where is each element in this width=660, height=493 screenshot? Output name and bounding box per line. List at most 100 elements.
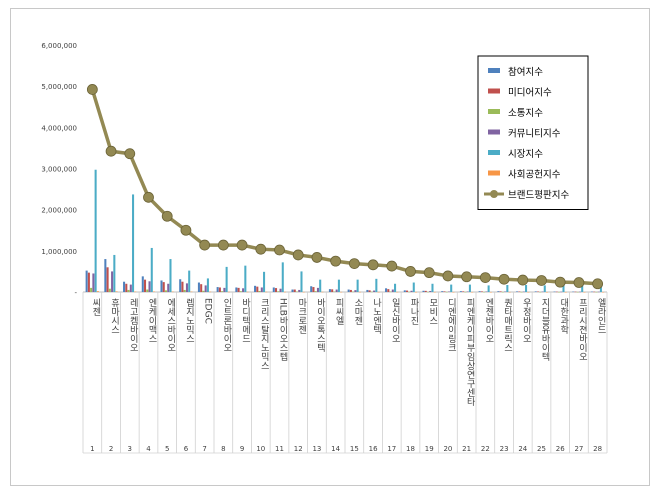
line-point: [554, 276, 566, 288]
bar: [466, 291, 469, 293]
bar: [106, 267, 109, 292]
bar: [602, 291, 605, 293]
line-point: [292, 249, 304, 261]
line-point: [573, 277, 585, 288]
bar: [387, 289, 390, 292]
category-label: 소마젠: [352, 298, 362, 325]
line-point: [274, 244, 285, 256]
bar: [352, 291, 355, 293]
bar: [235, 287, 238, 292]
bar: [483, 291, 486, 293]
category-label: EDGC: [203, 298, 213, 324]
bar: [340, 291, 343, 293]
bar: [356, 279, 359, 292]
bar: [216, 287, 219, 292]
bar: [572, 291, 575, 293]
bar: [447, 291, 450, 293]
bar: [202, 290, 205, 292]
bar: [129, 284, 132, 292]
bar: [534, 291, 537, 292]
bar: [125, 283, 128, 292]
category-label: 휴마시스: [109, 298, 119, 334]
bar: [162, 282, 165, 292]
bar: [225, 266, 228, 292]
category-label: 엘라인드: [596, 298, 606, 334]
bar: [314, 291, 317, 292]
bar: [260, 287, 263, 292]
bar: [516, 291, 519, 292]
rank-label: 7: [202, 445, 206, 453]
bar: [291, 289, 294, 292]
category-label: 피씨엘: [334, 298, 344, 325]
line-point: [442, 270, 454, 282]
legend-swatch: [488, 170, 500, 176]
category-label: 마크로젠: [296, 298, 306, 334]
bar: [246, 291, 249, 293]
y-tick-label: 2,000,000: [41, 207, 77, 215]
rank-label: 9: [240, 445, 244, 453]
bar: [394, 283, 397, 292]
bar: [218, 287, 221, 292]
line-point: [479, 272, 491, 283]
rank-label: 23: [500, 445, 509, 453]
bar: [242, 288, 245, 292]
bar: [480, 291, 483, 292]
rank-label: 2: [109, 445, 113, 453]
bar: [487, 285, 490, 292]
legend-label: 커뮤니티지수: [508, 129, 561, 140]
bar: [478, 291, 481, 292]
bar: [429, 290, 432, 292]
bar: [595, 291, 598, 293]
bar: [275, 288, 278, 292]
bar: [553, 291, 556, 293]
rank-label: 16: [369, 445, 378, 453]
y-tick-label: -: [74, 289, 77, 297]
category-label: 엔젠바이오: [483, 298, 493, 343]
category-label: 엔케이맥스: [147, 298, 157, 343]
legend-label: 소통지수: [508, 108, 543, 119]
bar: [206, 278, 209, 292]
bar: [316, 287, 319, 292]
bar: [539, 291, 542, 293]
bar: [115, 291, 118, 292]
rank-label: 28: [593, 445, 602, 453]
bar: [141, 276, 144, 292]
bar: [302, 291, 305, 293]
line-point: [330, 255, 342, 267]
bar: [501, 291, 504, 293]
bar: [527, 291, 530, 293]
bar: [545, 291, 549, 293]
bar: [96, 291, 99, 292]
rank-label: 3: [128, 445, 132, 453]
bar: [256, 286, 259, 292]
rank-label: 6: [184, 445, 189, 453]
bar: [283, 291, 287, 293]
bar: [123, 281, 126, 292]
category-label: 지더블유바이텍: [540, 298, 550, 362]
bar: [593, 291, 596, 293]
category-label: 인트론바이오: [221, 298, 231, 352]
bar: [148, 281, 151, 292]
bar: [468, 284, 471, 292]
bar: [221, 291, 224, 292]
bar: [431, 283, 434, 292]
bar: [279, 288, 282, 292]
bar: [281, 262, 284, 292]
category-label: 일신바이오: [390, 298, 400, 343]
bar: [578, 291, 581, 293]
category-label: 프리시젼바이오: [577, 298, 587, 361]
bar: [462, 291, 465, 292]
category-label: 씨젠: [90, 298, 100, 316]
bar: [459, 291, 462, 292]
line-point: [161, 210, 173, 222]
bar: [391, 289, 394, 292]
rank-label: 13: [312, 445, 321, 453]
bar: [562, 285, 565, 292]
bar: [412, 282, 415, 292]
bar: [433, 291, 436, 293]
bar: [164, 290, 168, 292]
rank-label: 22: [481, 445, 490, 453]
bar: [520, 291, 523, 293]
legend-label: 시장지수: [508, 149, 543, 160]
bar: [335, 289, 338, 292]
